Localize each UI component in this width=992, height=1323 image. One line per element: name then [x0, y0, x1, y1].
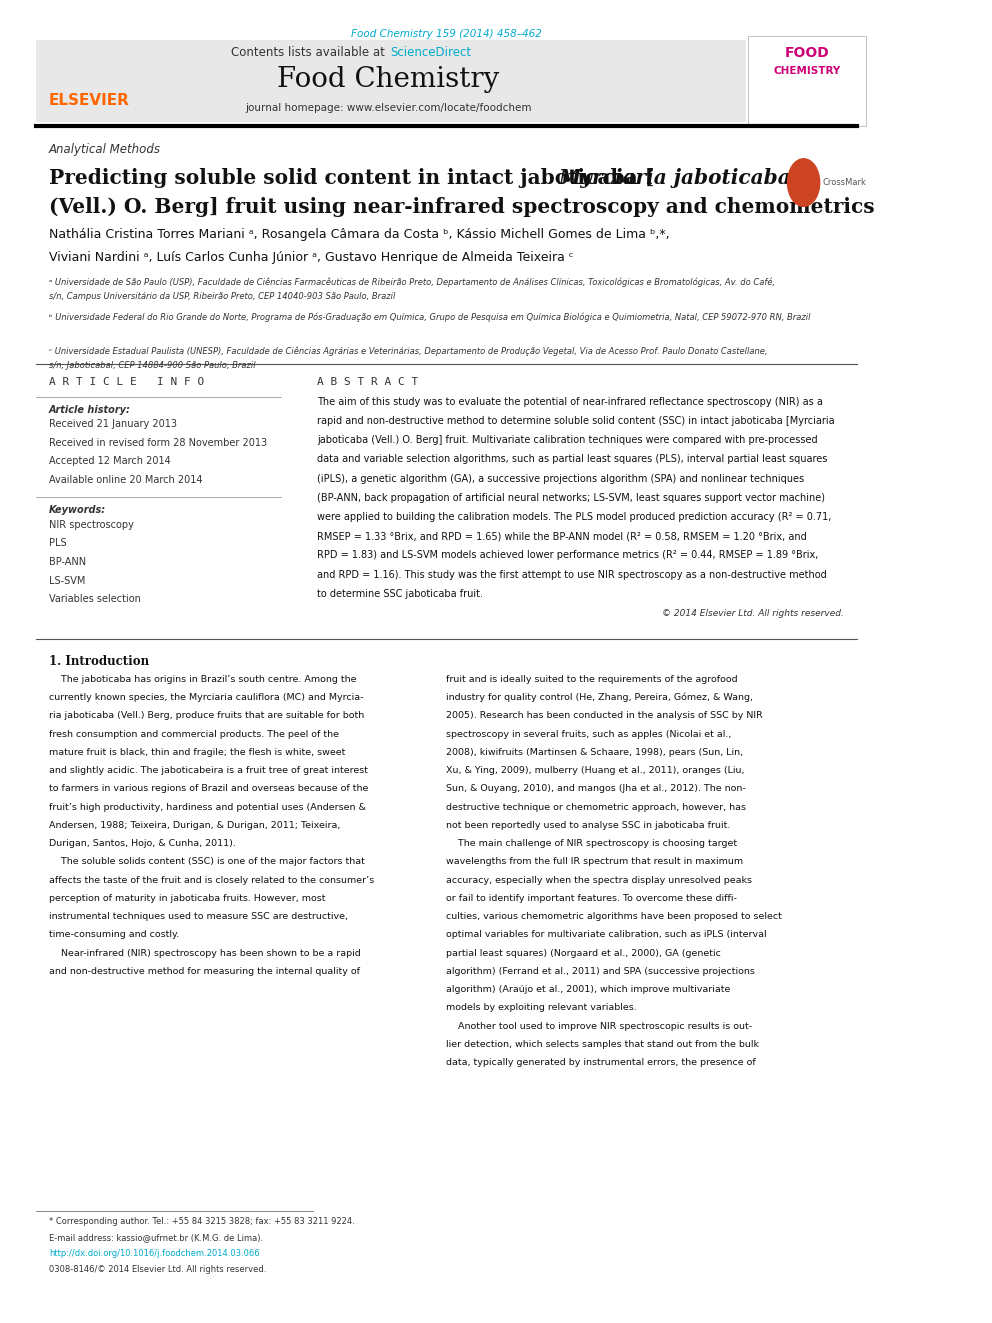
- Text: rapid and non-destructive method to determine soluble solid content (SSC) in int: rapid and non-destructive method to dete…: [317, 415, 834, 426]
- Text: wavelengths from the full IR spectrum that result in maximum: wavelengths from the full IR spectrum th…: [446, 857, 744, 867]
- Text: and RPD = 1.16). This study was the first attempt to use NIR spectroscopy as a n: and RPD = 1.16). This study was the firs…: [317, 570, 826, 579]
- Text: or fail to identify important features. To overcome these diffi-: or fail to identify important features. …: [446, 894, 737, 902]
- Text: perception of maturity in jaboticaba fruits. However, most: perception of maturity in jaboticaba fru…: [50, 894, 325, 902]
- Text: ᵃ Universidade de São Paulo (USP), Faculdade de Ciências Farmacêuticas de Ribeir: ᵃ Universidade de São Paulo (USP), Facul…: [50, 278, 775, 287]
- Text: NIR spectroscopy: NIR spectroscopy: [50, 520, 134, 531]
- Text: destructive technique or chemometric approach, however, has: destructive technique or chemometric app…: [446, 803, 746, 811]
- Text: Available online 20 March 2014: Available online 20 March 2014: [50, 475, 202, 486]
- Text: Food Chemistry: Food Chemistry: [278, 66, 500, 93]
- Text: FOOD: FOOD: [785, 46, 829, 61]
- Text: ᵇ Universidade Federal do Rio Grande do Norte, Programa de Pós-Graduação em Quím: ᵇ Universidade Federal do Rio Grande do …: [50, 312, 810, 321]
- Text: 2005). Research has been conducted in the analysis of SSC by NIR: 2005). Research has been conducted in th…: [446, 712, 763, 720]
- FancyBboxPatch shape: [36, 40, 746, 122]
- Text: BP-ANN: BP-ANN: [50, 557, 86, 568]
- Text: Keywords:: Keywords:: [50, 505, 106, 516]
- Text: were applied to building the calibration models. The PLS model produced predicti: were applied to building the calibration…: [317, 512, 831, 523]
- Text: ELSEVIER: ELSEVIER: [50, 93, 130, 107]
- Text: not been reportedly used to analyse SSC in jaboticaba fruit.: not been reportedly used to analyse SSC …: [446, 820, 731, 830]
- Text: to determine SSC jaboticaba fruit.: to determine SSC jaboticaba fruit.: [317, 589, 483, 599]
- Text: Variables selection: Variables selection: [50, 594, 141, 605]
- Text: Food Chemistry 159 (2014) 458–462: Food Chemistry 159 (2014) 458–462: [351, 29, 542, 40]
- Text: The jaboticaba has origins in Brazil’s south centre. Among the: The jaboticaba has origins in Brazil’s s…: [50, 675, 356, 684]
- Text: Andersen, 1988; Teixeira, Durigan, & Durigan, 2011; Teixeira,: Andersen, 1988; Teixeira, Durigan, & Dur…: [50, 820, 340, 830]
- Text: ᶜ Universidade Estadual Paulista (UNESP), Faculdade de Ciências Agrárias e Veter: ᶜ Universidade Estadual Paulista (UNESP)…: [50, 347, 768, 356]
- Text: and non-destructive method for measuring the internal quality of: and non-destructive method for measuring…: [50, 967, 360, 976]
- Text: 2008), kiwifruits (Martinsen & Schaare, 1998), pears (Sun, Lin,: 2008), kiwifruits (Martinsen & Schaare, …: [446, 747, 744, 757]
- Text: (Vell.) O. Berg] fruit using near-infrared spectroscopy and chemometrics: (Vell.) O. Berg] fruit using near-infrar…: [50, 197, 875, 217]
- Text: spectroscopy in several fruits, such as apples (Nicolai et al.,: spectroscopy in several fruits, such as …: [446, 729, 732, 738]
- Text: A B S T R A C T: A B S T R A C T: [317, 377, 419, 388]
- Text: industry for quality control (He, Zhang, Pereira, Gómez, & Wang,: industry for quality control (He, Zhang,…: [446, 693, 754, 703]
- Text: fruit’s high productivity, hardiness and potential uses (Andersen &: fruit’s high productivity, hardiness and…: [50, 803, 366, 811]
- Text: RMSEP = 1.33 °Brix, and RPD = 1.65) while the BP-ANN model (R² = 0.58, RMSEM = 1: RMSEP = 1.33 °Brix, and RPD = 1.65) whil…: [317, 532, 806, 541]
- Text: ScienceDirect: ScienceDirect: [390, 46, 471, 60]
- Text: http://dx.doi.org/10.1016/j.foodchem.2014.03.066: http://dx.doi.org/10.1016/j.foodchem.201…: [50, 1249, 260, 1258]
- Text: accuracy, especially when the spectra display unresolved peaks: accuracy, especially when the spectra di…: [446, 876, 753, 885]
- Text: RPD = 1.83) and LS-SVM models achieved lower performance metrics (R² = 0.44, RMS: RPD = 1.83) and LS-SVM models achieved l…: [317, 550, 818, 561]
- Text: Viviani Nardini ᵃ, Luís Carlos Cunha Júnior ᵃ, Gustavo Henrique de Almeida Teixe: Viviani Nardini ᵃ, Luís Carlos Cunha Jún…: [50, 251, 573, 265]
- Text: jaboticaba (Vell.) O. Berg] fruit. Multivariate calibration techniques were comp: jaboticaba (Vell.) O. Berg] fruit. Multi…: [317, 435, 817, 446]
- Text: Article history:: Article history:: [50, 405, 131, 415]
- Text: PLS: PLS: [50, 538, 66, 549]
- Text: Another tool used to improve NIR spectroscopic results is out-: Another tool used to improve NIR spectro…: [446, 1021, 753, 1031]
- Text: © 2014 Elsevier Ltd. All rights reserved.: © 2014 Elsevier Ltd. All rights reserved…: [662, 609, 844, 618]
- Text: optimal variables for multivariate calibration, such as iPLS (interval: optimal variables for multivariate calib…: [446, 930, 767, 939]
- Text: Nathália Cristina Torres Mariani ᵃ, Rosangela Câmara da Costa ᵇ, Kássio Michell : Nathália Cristina Torres Mariani ᵃ, Rosa…: [50, 228, 670, 241]
- Text: and slightly acidic. The jaboticabeira is a fruit tree of great interest: and slightly acidic. The jaboticabeira i…: [50, 766, 368, 775]
- Text: data, typically generated by instrumental errors, the presence of: data, typically generated by instrumenta…: [446, 1058, 756, 1068]
- Text: (iPLS), a genetic algorithm (GA), a successive projections algorithm (SPA) and n: (iPLS), a genetic algorithm (GA), a succ…: [317, 474, 805, 484]
- Circle shape: [788, 159, 819, 206]
- Text: The soluble solids content (SSC) is one of the major factors that: The soluble solids content (SSC) is one …: [50, 857, 365, 867]
- Text: Analytical Methods: Analytical Methods: [50, 143, 161, 156]
- Text: Durigan, Santos, Hojo, & Cunha, 2011).: Durigan, Santos, Hojo, & Cunha, 2011).: [50, 839, 236, 848]
- Text: culties, various chemometric algorithms have been proposed to select: culties, various chemometric algorithms …: [446, 912, 783, 921]
- Text: instrumental techniques used to measure SSC are destructive,: instrumental techniques used to measure …: [50, 912, 348, 921]
- Text: currently known species, the Myrciaria cauliflora (MC) and Myrcia-: currently known species, the Myrciaria c…: [50, 693, 364, 703]
- Text: Contents lists available at: Contents lists available at: [231, 46, 389, 60]
- Text: Myrciaria jaboticaba: Myrciaria jaboticaba: [558, 168, 792, 188]
- Text: 0308-8146/© 2014 Elsevier Ltd. All rights reserved.: 0308-8146/© 2014 Elsevier Ltd. All right…: [50, 1265, 267, 1274]
- Text: Accepted 12 March 2014: Accepted 12 March 2014: [50, 456, 171, 467]
- Text: partial least squares) (Norgaard et al., 2000), GA (genetic: partial least squares) (Norgaard et al.,…: [446, 949, 721, 958]
- Text: The aim of this study was to evaluate the potential of near-infrared reflectance: The aim of this study was to evaluate th…: [317, 397, 822, 407]
- Text: Near-infrared (NIR) spectroscopy has been shown to be a rapid: Near-infrared (NIR) spectroscopy has bee…: [50, 949, 361, 958]
- Text: Sun, & Ouyang, 2010), and mangos (Jha et al., 2012). The non-: Sun, & Ouyang, 2010), and mangos (Jha et…: [446, 785, 746, 794]
- Text: Predicting soluble solid content in intact jaboticaba [: Predicting soluble solid content in inta…: [50, 168, 655, 188]
- Text: * Corresponding author. Tel.: +55 84 3215 3828; fax: +55 83 3211 9224.: * Corresponding author. Tel.: +55 84 321…: [50, 1217, 355, 1226]
- Text: lier detection, which selects samples that stand out from the bulk: lier detection, which selects samples th…: [446, 1040, 760, 1049]
- Text: to farmers in various regions of Brazil and overseas because of the: to farmers in various regions of Brazil …: [50, 785, 368, 794]
- Text: fruit and is ideally suited to the requirements of the agrofood: fruit and is ideally suited to the requi…: [446, 675, 738, 684]
- Text: algorithm) (Ferrand et al., 2011) and SPA (successive projections: algorithm) (Ferrand et al., 2011) and SP…: [446, 967, 755, 976]
- Text: fresh consumption and commercial products. The peel of the: fresh consumption and commercial product…: [50, 729, 339, 738]
- Text: time-consuming and costly.: time-consuming and costly.: [50, 930, 180, 939]
- Text: models by exploiting relevant variables.: models by exploiting relevant variables.: [446, 1003, 637, 1012]
- Text: Received in revised form 28 November 2013: Received in revised form 28 November 201…: [50, 438, 267, 448]
- FancyBboxPatch shape: [748, 36, 866, 126]
- Text: A R T I C L E   I N F O: A R T I C L E I N F O: [50, 377, 204, 388]
- Text: Received 21 January 2013: Received 21 January 2013: [50, 419, 178, 430]
- Text: mature fruit is black, thin and fragile; the flesh is white, sweet: mature fruit is black, thin and fragile;…: [50, 747, 345, 757]
- Text: CHEMISTRY: CHEMISTRY: [774, 66, 841, 77]
- Text: E-mail address: kassio@ufrnet.br (K.M.G. de Lima).: E-mail address: kassio@ufrnet.br (K.M.G.…: [50, 1233, 263, 1242]
- Text: s/n, Campus Universitário da USP, Ribeirão Preto, CEP 14040-903 São Paulo, Brazi: s/n, Campus Universitário da USP, Ribeir…: [50, 292, 396, 302]
- Text: CrossMark: CrossMark: [822, 179, 866, 187]
- Text: journal homepage: www.elsevier.com/locate/foodchem: journal homepage: www.elsevier.com/locat…: [245, 103, 532, 114]
- Text: Xu, & Ying, 2009), mulberry (Huang et al., 2011), oranges (Liu,: Xu, & Ying, 2009), mulberry (Huang et al…: [446, 766, 745, 775]
- Text: The main challenge of NIR spectroscopy is choosing target: The main challenge of NIR spectroscopy i…: [446, 839, 738, 848]
- Text: 1. Introduction: 1. Introduction: [50, 655, 149, 668]
- Text: algorithm) (Araújo et al., 2001), which improve multivariate: algorithm) (Araújo et al., 2001), which …: [446, 986, 731, 994]
- Text: data and variable selection algorithms, such as partial least squares (PLS), int: data and variable selection algorithms, …: [317, 455, 827, 464]
- Text: s/n, Jaboticabal, CEP 14884-900 São Paulo, Brazil: s/n, Jaboticabal, CEP 14884-900 São Paul…: [50, 361, 256, 370]
- Text: (BP-ANN, back propagation of artificial neural networks; LS-SVM, least squares s: (BP-ANN, back propagation of artificial …: [317, 493, 825, 503]
- Text: ria jaboticaba (Vell.) Berg, produce fruits that are suitable for both: ria jaboticaba (Vell.) Berg, produce fru…: [50, 712, 364, 720]
- Text: affects the taste of the fruit and is closely related to the consumer’s: affects the taste of the fruit and is cl…: [50, 876, 374, 885]
- Text: LS-SVM: LS-SVM: [50, 576, 85, 586]
